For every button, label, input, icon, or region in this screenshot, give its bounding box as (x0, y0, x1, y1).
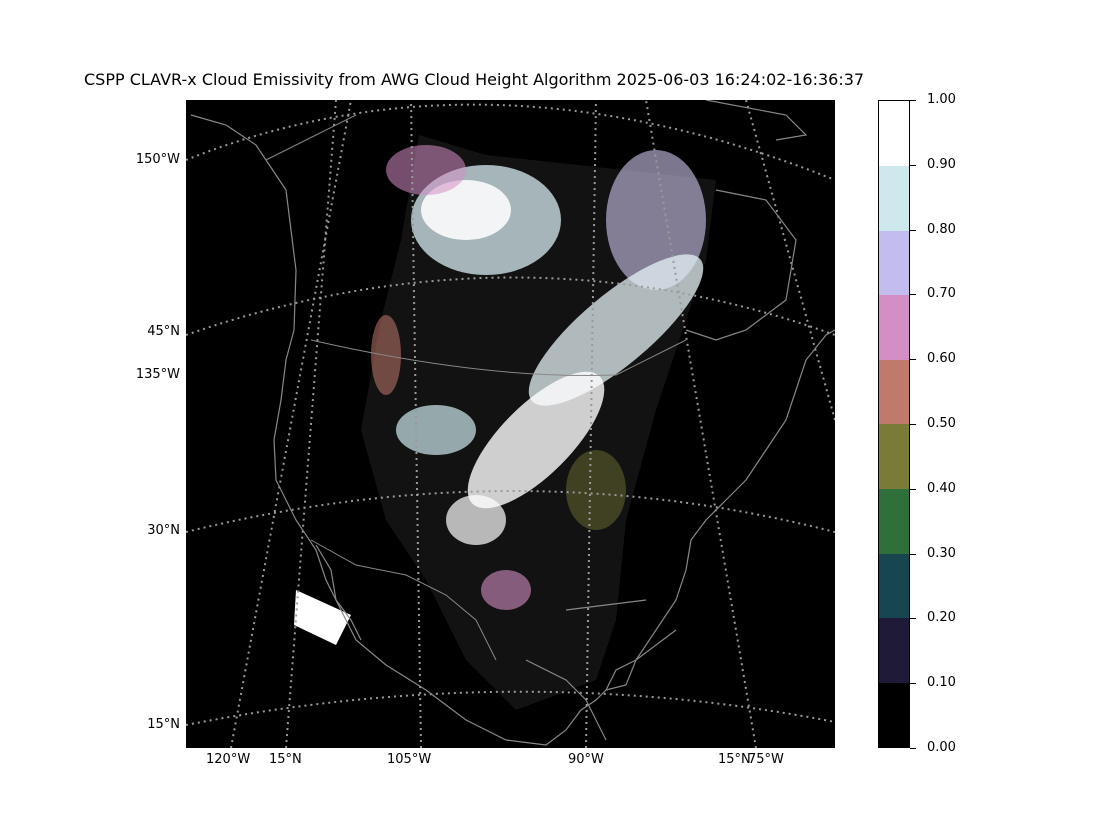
colorbar-segment (879, 682, 909, 748)
cloud-swath (294, 135, 716, 710)
colorbar-tick-label: 1.00 (927, 92, 956, 107)
graticule-label-bottom: 15°N (718, 752, 751, 767)
colorbar-tick-label: 0.00 (927, 740, 956, 755)
colorbar-tick (910, 164, 916, 166)
colorbar-segment (879, 553, 909, 619)
graticule-label-bottom: 120°W (206, 752, 251, 767)
colorbar-segment (879, 165, 909, 231)
colorbar-tick (910, 488, 916, 490)
colorbar-tick (910, 683, 916, 685)
colorbar-tick (910, 100, 916, 101)
graticule-label-bottom: 75°W (748, 752, 784, 767)
colorbar-tick (910, 553, 916, 555)
graticule-label-bottom: 105°W (387, 752, 432, 767)
colorbar-tick (910, 618, 916, 620)
colorbar-tick-label: 0.10 (927, 675, 956, 691)
colorbar-segment (879, 617, 909, 683)
colorbar-segment (879, 294, 909, 360)
colorbar-tick-label: 0.80 (927, 221, 956, 237)
colorbar-tick-label: 0.30 (927, 545, 956, 561)
colorbar-tick-label: 0.60 (927, 351, 956, 367)
graticule-label-bottom: 15°N (269, 752, 302, 767)
colorbar-tick-label: 0.40 (927, 480, 956, 496)
chart-title: CSPP CLAVR-x Cloud Emissivity from AWG C… (84, 70, 865, 89)
colorbar-tick-label: 0.90 (927, 156, 956, 172)
map-svg (186, 100, 835, 748)
graticule-label-left: 135°W (135, 367, 180, 382)
swath-fragment (294, 590, 351, 645)
colorbar-tick (910, 359, 916, 361)
colorbar-tick (910, 424, 916, 425)
colorbar-tick (910, 294, 916, 296)
graticule-label-left: 45°N (147, 324, 180, 339)
colorbar-tick (910, 748, 916, 749)
colorbar (878, 100, 910, 748)
colorbar-segment (879, 230, 909, 296)
colorbar-tick (910, 229, 916, 231)
graticule (186, 100, 835, 748)
graticule-label-left: 150°W (135, 152, 180, 167)
colorbar-segment (879, 424, 909, 489)
colorbar-tick-label: 0.50 (927, 416, 956, 431)
map-plot-area (186, 100, 835, 748)
graticule-label-left: 15°N (147, 717, 180, 732)
graticule-label-bottom: 90°W (568, 752, 604, 767)
colorbar-tick-label: 0.70 (927, 286, 956, 302)
political-borders (265, 114, 687, 661)
coastline (190, 100, 835, 746)
colorbar-tick-label: 0.20 (927, 610, 956, 626)
colorbar-segment (879, 488, 909, 554)
graticule-label-left: 30°N (147, 523, 180, 538)
colorbar-segment (879, 101, 909, 166)
colorbar-segment (879, 359, 909, 425)
